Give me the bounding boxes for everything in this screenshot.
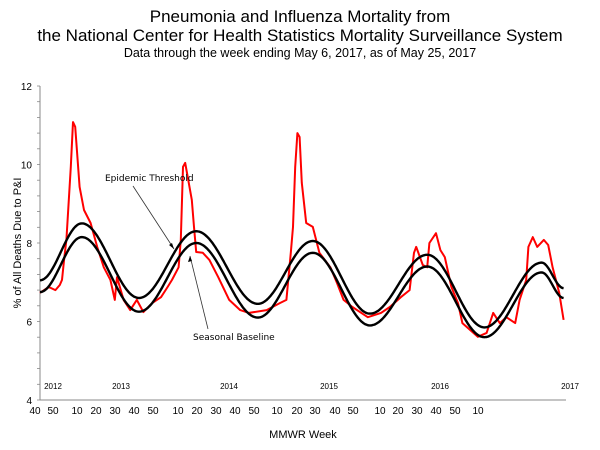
threshold-arrowhead-icon xyxy=(169,243,174,249)
year-label: 2012 xyxy=(44,382,62,391)
x-tick-label: 10 xyxy=(172,406,184,417)
x-tick-label: 40 xyxy=(430,406,442,417)
baseline-arrow xyxy=(189,255,209,330)
x-tick-label: 20 xyxy=(291,406,303,417)
x-tick-label: 40 xyxy=(229,406,241,417)
x-tick-label: 50 xyxy=(248,406,260,417)
year-label: 2015 xyxy=(320,382,338,391)
x-tick-label: 50 xyxy=(347,406,359,417)
x-tick-label: 20 xyxy=(191,406,203,417)
year-label: 2013 xyxy=(112,382,130,391)
seasonal-baseline-label: Seasonal Baseline xyxy=(193,333,275,343)
year-label: 2014 xyxy=(220,382,238,391)
threshold-arrow xyxy=(132,185,175,250)
x-tick-label: 10 xyxy=(472,406,484,417)
year-label: 2016 xyxy=(431,382,449,391)
x-tick-label: 40 xyxy=(329,406,341,417)
x-tick-label: 40 xyxy=(128,406,140,417)
x-tick-label: 20 xyxy=(90,406,102,417)
x-tick-label: 40 xyxy=(29,406,41,417)
chart-title-line2: the National Center for Health Statistic… xyxy=(37,26,562,45)
x-tick-label: 10 xyxy=(374,406,386,417)
y-tick-label: 10 xyxy=(21,161,33,172)
baseline-line xyxy=(39,235,564,339)
x-tick-label: 30 xyxy=(210,406,222,417)
chart-title: Pneumonia and Influenza Mortality from xyxy=(150,7,451,26)
baseline-arrowhead-icon xyxy=(188,256,192,262)
x-tick-label: 30 xyxy=(411,406,423,417)
y-tick-label: 8 xyxy=(26,239,32,250)
y-tick-label: 4 xyxy=(26,396,32,407)
epidemic-threshold-label: Epidemic Threshold xyxy=(105,174,194,184)
x-tick-label: 20 xyxy=(392,406,404,417)
x-tick-label: 10 xyxy=(271,406,283,417)
y-tick-label: 6 xyxy=(26,318,32,329)
pi-mortality-line xyxy=(39,121,565,338)
chart-subtitle: Data through the week ending May 6, 2017… xyxy=(124,46,476,60)
x-tick-label: 30 xyxy=(109,406,121,417)
x-axis-label: MMWR Week xyxy=(269,429,337,441)
x-tick-label: 10 xyxy=(71,406,83,417)
y-axis-label: % of All Deaths Due to P&I xyxy=(12,178,24,309)
y-tick-label: 12 xyxy=(21,82,33,93)
x-tick-label: 50 xyxy=(449,406,461,417)
x-tick-label: 50 xyxy=(47,406,59,417)
year-label: 2017 xyxy=(561,382,579,391)
x-tick-label: 30 xyxy=(309,406,321,417)
x-tick-label: 50 xyxy=(147,406,159,417)
threshold-line xyxy=(39,222,564,329)
